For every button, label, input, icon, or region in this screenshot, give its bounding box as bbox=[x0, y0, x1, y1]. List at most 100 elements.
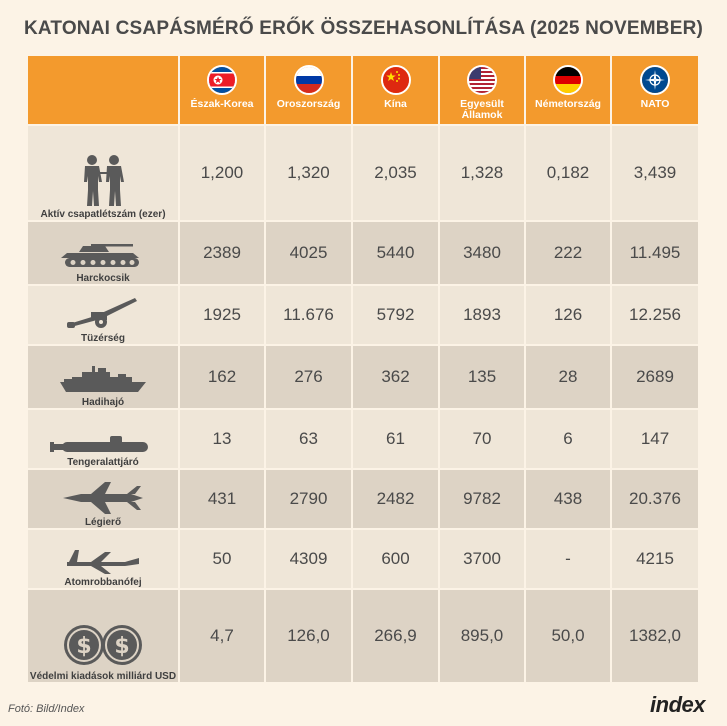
table-row: Tüzérség 1925 11.676 5792 1893 126 12.25… bbox=[28, 284, 698, 344]
country-russia: Oroszország bbox=[264, 56, 351, 124]
table-row: Harckocsik 2389 4025 5440 3480 222 11.49… bbox=[28, 220, 698, 284]
value-cell: 28 bbox=[524, 344, 610, 408]
svg-text:$: $ bbox=[76, 634, 91, 659]
warship-icon bbox=[60, 366, 146, 392]
usa-flag-icon bbox=[467, 65, 497, 95]
value-cell: 4025 bbox=[264, 220, 351, 284]
fighter-jet-icon bbox=[63, 482, 143, 514]
value-cell: 2689 bbox=[610, 344, 698, 408]
country-label: Németország bbox=[535, 98, 601, 110]
country-china: Kína bbox=[351, 56, 438, 124]
row-label-cell: Atomrobbanófej bbox=[28, 528, 178, 588]
country-label: Kína bbox=[384, 98, 407, 110]
value-cell: 2389 bbox=[178, 220, 264, 284]
row-label-cell: Tüzérség bbox=[28, 284, 178, 344]
value-cell: - bbox=[524, 528, 610, 588]
tank-icon bbox=[61, 244, 139, 267]
value-cell: 895,0 bbox=[438, 588, 524, 682]
row-label-cell: Aktív csapatlétszám (ezer) bbox=[28, 124, 178, 220]
comparison-table: Észak-Korea Oroszország bbox=[28, 56, 698, 682]
value-cell: 4215 bbox=[610, 528, 698, 588]
row-label-cell: Tengeralattjáró bbox=[28, 408, 178, 468]
table-row: Tengeralattjáró 13 63 61 70 6 147 bbox=[28, 408, 698, 468]
value-cell: 0,182 bbox=[524, 124, 610, 220]
country-nato: NATO bbox=[610, 56, 698, 124]
china-flag-icon bbox=[380, 65, 411, 95]
value-cell: 266,9 bbox=[351, 588, 438, 682]
value-cell: 600 bbox=[351, 528, 438, 588]
value-cell: 431 bbox=[178, 468, 264, 528]
row-label-cell: $ $ Védelmi kiadások milliárd USD bbox=[28, 588, 178, 682]
table-row: Aktív csapatlétszám (ezer) 1,200 1,320 2… bbox=[28, 124, 698, 220]
country-germany: Németország bbox=[524, 56, 610, 124]
value-cell: 126 bbox=[524, 284, 610, 344]
value-cell: 3480 bbox=[438, 220, 524, 284]
value-cell: 1,328 bbox=[438, 124, 524, 220]
row-label: Védelmi kiadások milliárd USD bbox=[29, 671, 177, 682]
value-cell: 2,035 bbox=[351, 124, 438, 220]
row-label: Légierő bbox=[84, 517, 122, 528]
value-cell: 126,0 bbox=[264, 588, 351, 682]
row-label: Tengeralattjáró bbox=[67, 457, 139, 468]
table-row: Légierő 431 2790 2482 9782 438 20.376 bbox=[28, 468, 698, 528]
value-cell: 63 bbox=[264, 408, 351, 468]
country-north-korea: Észak-Korea bbox=[178, 56, 264, 124]
value-cell: 50 bbox=[178, 528, 264, 588]
nuclear-jet-icon bbox=[67, 550, 139, 574]
artillery-icon bbox=[67, 298, 137, 328]
table-row: $ $ Védelmi kiadások milliárd USD 4,7 12… bbox=[28, 588, 698, 682]
value-cell: 20.376 bbox=[610, 468, 698, 528]
row-label-cell: Hadihajó bbox=[28, 344, 178, 408]
dollar-coins-icon: $ $ bbox=[64, 625, 142, 665]
table-row: Hadihajó 162 276 362 135 28 2689 bbox=[28, 344, 698, 408]
value-cell: 9782 bbox=[438, 468, 524, 528]
row-label-cell: Légierő bbox=[28, 468, 178, 528]
value-cell: 1925 bbox=[178, 284, 264, 344]
submarine-icon bbox=[50, 436, 148, 452]
value-cell: 5792 bbox=[351, 284, 438, 344]
photo-credit: Fotó: Bild/Index bbox=[8, 703, 85, 715]
value-cell: 147 bbox=[610, 408, 698, 468]
value-cell: 162 bbox=[178, 344, 264, 408]
value-cell: 6 bbox=[524, 408, 610, 468]
value-cell: 4309 bbox=[264, 528, 351, 588]
value-cell: 13 bbox=[178, 408, 264, 468]
value-cell: 1,320 bbox=[264, 124, 351, 220]
country-label: Észak-Korea bbox=[190, 98, 254, 110]
value-cell: 50,0 bbox=[524, 588, 610, 682]
value-cell: 2790 bbox=[264, 468, 351, 528]
value-cell: 5440 bbox=[351, 220, 438, 284]
value-cell: 70 bbox=[438, 408, 524, 468]
value-cell: 1382,0 bbox=[610, 588, 698, 682]
value-cell: 12.256 bbox=[610, 284, 698, 344]
country-usa: Egyesült Államok bbox=[438, 56, 524, 124]
value-cell: 11.676 bbox=[264, 284, 351, 344]
north-korea-flag-icon bbox=[207, 65, 237, 95]
value-cell: 2482 bbox=[351, 468, 438, 528]
header-corner bbox=[28, 56, 178, 124]
country-label: Oroszország bbox=[276, 98, 341, 110]
row-label-cell: Harckocsik bbox=[28, 220, 178, 284]
row-label: Tüzérség bbox=[81, 333, 125, 344]
value-cell: 276 bbox=[264, 344, 351, 408]
row-label: Atomrobbanófej bbox=[64, 577, 142, 588]
value-cell: 135 bbox=[438, 344, 524, 408]
index-logo: index bbox=[650, 692, 705, 717]
value-cell: 222 bbox=[524, 220, 610, 284]
page-title: KATONAI CSAPÁSMÉRŐ ERŐK ÖSSZEHASONLÍTÁSA… bbox=[23, 18, 704, 39]
value-cell: 4,7 bbox=[178, 588, 264, 682]
value-cell: 362 bbox=[351, 344, 438, 408]
value-cell: 438 bbox=[524, 468, 610, 528]
header-row: Észak-Korea Oroszország bbox=[28, 56, 698, 124]
country-label: Egyesült Államok bbox=[460, 98, 504, 121]
value-cell: 11.495 bbox=[610, 220, 698, 284]
germany-flag-icon bbox=[553, 65, 583, 95]
value-cell: 1893 bbox=[438, 284, 524, 344]
table-row: Atomrobbanófej 50 4309 600 3700 - 4215 bbox=[28, 528, 698, 588]
country-label: NATO bbox=[640, 98, 670, 110]
value-cell: 3,439 bbox=[610, 124, 698, 220]
row-label: Hadihajó bbox=[81, 397, 125, 408]
russia-flag-icon bbox=[293, 65, 324, 95]
value-cell: 1,200 bbox=[178, 124, 264, 220]
svg-text:$: $ bbox=[114, 634, 129, 659]
